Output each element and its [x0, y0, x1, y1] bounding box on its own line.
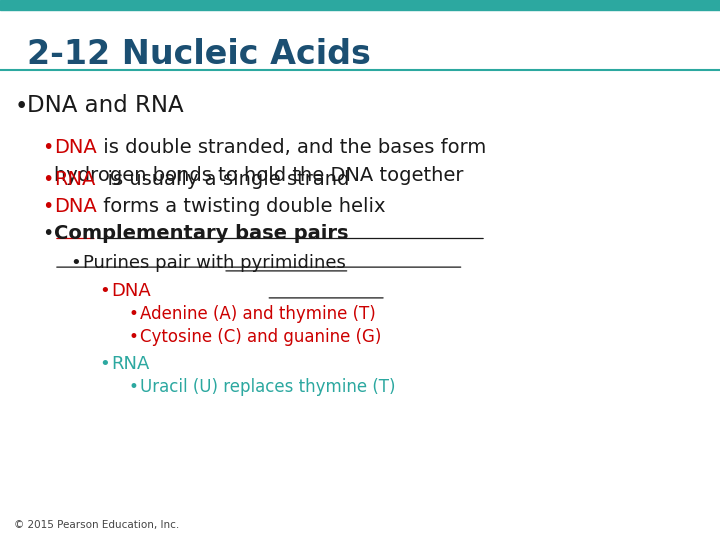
Text: is double stranded, and the bases form: is double stranded, and the bases form [96, 138, 486, 157]
Text: Uracil (U) replaces thymine (T): Uracil (U) replaces thymine (T) [140, 378, 396, 396]
Text: RNA: RNA [112, 355, 150, 373]
Text: DNA: DNA [54, 138, 96, 157]
Text: •: • [128, 328, 138, 346]
Bar [0, 0, 720, 10]
Text: •: • [99, 355, 110, 373]
Text: hydrogen bonds to hold the DNA together: hydrogen bonds to hold the DNA together [54, 166, 464, 185]
Text: •: • [42, 138, 53, 157]
Text: is usually a: is usually a [95, 170, 223, 189]
Text: •: • [128, 378, 138, 396]
Text: DNA: DNA [54, 197, 96, 216]
Text: DNA and RNA: DNA and RNA [27, 94, 184, 118]
Text: © 2015 Pearson Education, Inc.: © 2015 Pearson Education, Inc. [14, 520, 180, 530]
Text: •: • [42, 197, 53, 216]
Text: •: • [99, 282, 110, 300]
Text: forms a twisting: forms a twisting [96, 197, 266, 216]
Text: DNA: DNA [112, 282, 151, 300]
Text: •: • [14, 94, 28, 118]
Text: 2-12 Nucleic Acids: 2-12 Nucleic Acids [27, 38, 372, 71]
Text: Complementary base pairs: Complementary base pairs [54, 224, 348, 243]
Text: Adenine (A) and thymine (T): Adenine (A) and thymine (T) [140, 305, 376, 323]
Text: •: • [128, 305, 138, 323]
Text: •: • [71, 254, 81, 272]
Text: •: • [42, 224, 53, 243]
Text: RNA: RNA [54, 170, 95, 189]
Text: single strand: single strand [223, 170, 349, 189]
Text: double helix: double helix [266, 197, 386, 216]
Text: Purines pair with pyrimidines: Purines pair with pyrimidines [83, 254, 346, 272]
Text: •: • [42, 170, 53, 189]
Text: Cytosine (C) and guanine (G): Cytosine (C) and guanine (G) [140, 328, 382, 346]
